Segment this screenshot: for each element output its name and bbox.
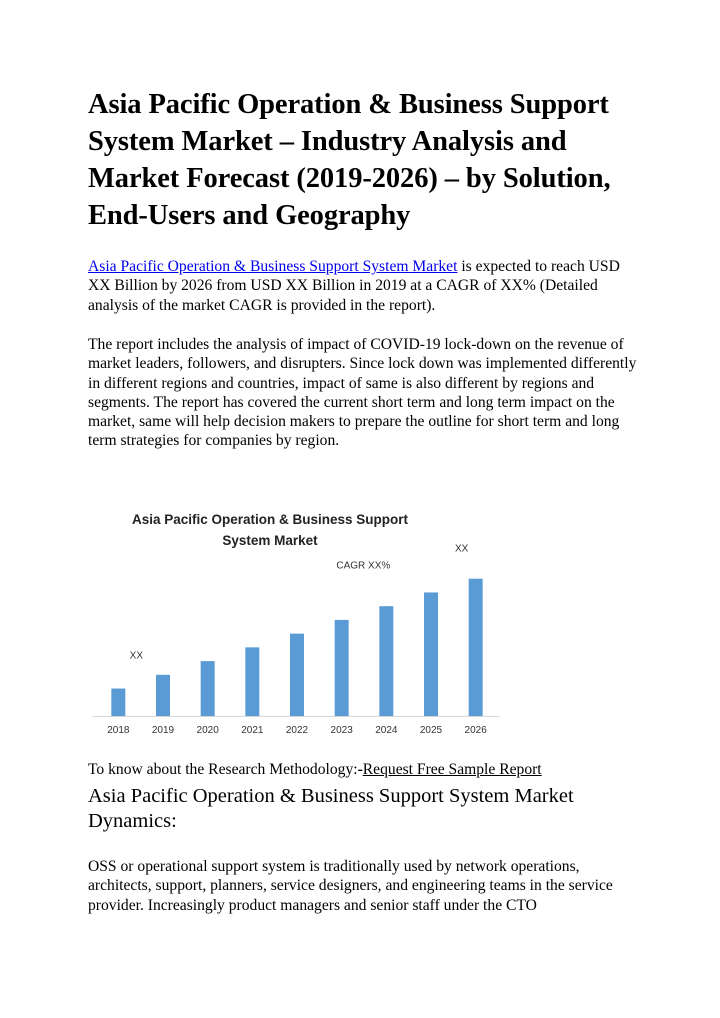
bar-2026 xyxy=(468,578,483,716)
document-title: Asia Pacific Operation & Business Suppor… xyxy=(88,89,611,231)
request-sample-link[interactable]: Request Free Sample Report xyxy=(362,761,542,778)
x-tick-label-2025: 2025 xyxy=(420,725,443,736)
methodology-prefix: To know about the Research Methodology: xyxy=(88,761,358,778)
oss-paragraph: OSS or operational support system is tra… xyxy=(88,858,613,914)
methodology-line: To know about the Research Methodology:-… xyxy=(88,760,638,779)
dynamics-heading: Asia Pacific Operation & Business Suppor… xyxy=(88,785,574,832)
x-tick-label-2022: 2022 xyxy=(286,725,309,736)
bar-2020 xyxy=(200,661,215,716)
bar-2019 xyxy=(156,674,170,716)
intro-text: is expected to reach USD XX Billion by 2… xyxy=(88,258,620,314)
start-value-label: XX xyxy=(130,651,144,662)
chart-title-line-2: System Market xyxy=(222,533,318,548)
cagr-label: CAGR XX% xyxy=(336,561,390,572)
chart-title: Asia Pacific Operation & Business Suppor… xyxy=(88,509,452,551)
x-tick-label-2020: 2020 xyxy=(197,725,220,736)
chart-title-line-1: Asia Pacific Operation & Business Suppor… xyxy=(131,512,409,527)
bar-2021 xyxy=(245,647,260,716)
covid-paragraph: The report includes the analysis of impa… xyxy=(88,336,637,450)
methodology-dash: - xyxy=(357,761,363,778)
x-tick-label-2024: 2024 xyxy=(375,725,398,736)
bar-2018 xyxy=(111,688,126,716)
bar-2023 xyxy=(334,619,349,716)
x-tick-label-2023: 2023 xyxy=(331,725,354,736)
market-link[interactable]: Asia Pacific Operation & Business Suppor… xyxy=(88,258,458,275)
x-tick-label-2018: 2018 xyxy=(107,725,130,736)
market-chart: Asia Pacific Operation & Business Suppor… xyxy=(88,503,508,743)
end-value-label: XX xyxy=(455,544,469,555)
x-tick-label-2021: 2021 xyxy=(241,725,264,736)
x-tick-label-2026: 2026 xyxy=(465,725,488,736)
bar-2024 xyxy=(379,606,394,716)
x-tick-label-2019: 2019 xyxy=(152,725,175,736)
bar-2022 xyxy=(290,633,304,716)
bar-2025 xyxy=(424,592,438,716)
intro-paragraph: Asia Pacific Operation & Business Suppor… xyxy=(88,257,638,315)
chart-svg: 2018 2019 2020 2021 2022 2023 2024 2025 2026 XX CA… xyxy=(92,544,500,736)
